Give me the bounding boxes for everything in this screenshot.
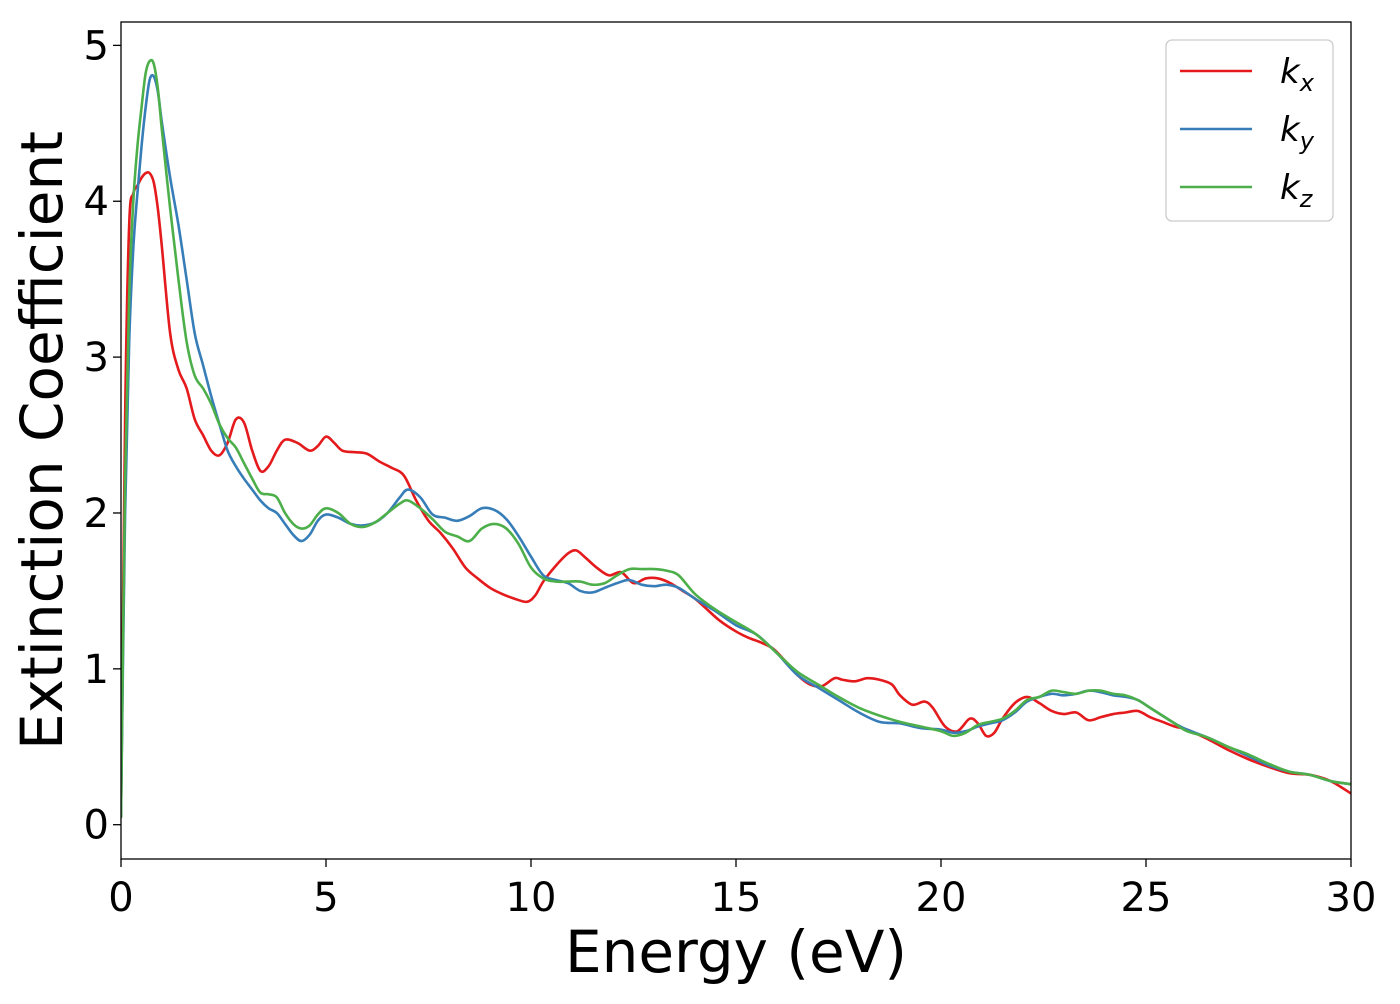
x-tick-label: 0 xyxy=(108,875,133,921)
y-tick-label: 3 xyxy=(84,335,109,381)
y-tick-label: 4 xyxy=(84,179,109,225)
y-axis-label: Extinction Coefficient xyxy=(8,131,76,750)
legend-label-z: kz xyxy=(1280,168,1314,213)
y-tick-label: 1 xyxy=(84,647,109,693)
series-line-x xyxy=(121,170,1351,819)
x-axis-label: Energy (eV) xyxy=(565,918,907,986)
y-tick-label: 2 xyxy=(84,491,109,537)
x-tick-label: 30 xyxy=(1326,875,1377,921)
x-tick-label: 25 xyxy=(1121,875,1172,921)
legend-label-x: kx xyxy=(1280,52,1315,97)
x-tick-label: 10 xyxy=(506,875,557,921)
y-tick-label: 0 xyxy=(84,803,109,849)
series-lines xyxy=(121,58,1351,819)
x-tick-label: 15 xyxy=(711,875,762,921)
series-line-z xyxy=(121,58,1351,819)
legend: kx ky kz xyxy=(1165,39,1334,222)
x-tick-label: 5 xyxy=(313,875,338,921)
x-tick-label: 20 xyxy=(916,875,967,921)
legend-label-y: ky xyxy=(1280,110,1315,155)
y-ticks: 0 1 2 3 4 5 xyxy=(84,23,121,849)
y-tick-label: 5 xyxy=(84,23,109,69)
legend-box xyxy=(1165,39,1334,222)
x-ticks: 0 5 10 15 20 25 30 xyxy=(108,859,1376,921)
